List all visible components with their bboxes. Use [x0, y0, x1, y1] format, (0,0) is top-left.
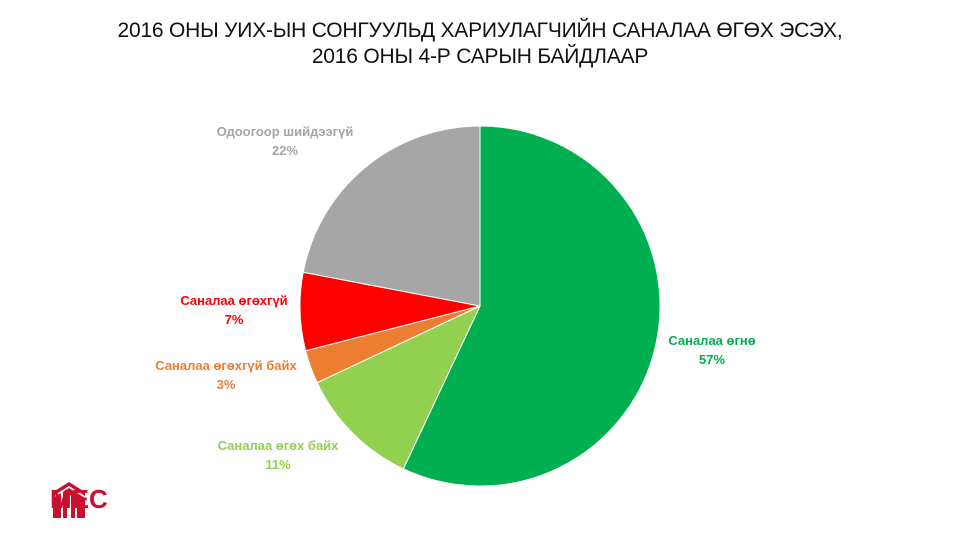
pie-slices — [299, 125, 661, 487]
mec-logo-icon — [53, 482, 85, 518]
pie-slice — [316, 304, 482, 470]
slice-value-label: 7% — [225, 312, 244, 327]
chart-title: 2016 ОНЫ УИХ-ЫН СОНГУУЛЬД ХАРИУЛАГЧИЙН С… — [0, 18, 960, 70]
pie-slice — [402, 125, 661, 487]
chart-title-line-1: 2016 ОНЫ УИХ-ЫН СОНГУУЛЬД ХАРИУЛАГЧИЙН С… — [117, 19, 843, 42]
slice-value-label: 11% — [265, 457, 291, 472]
slice-value-label: 3% — [217, 377, 236, 392]
pie-labels: Саналаа өгнө 57% Саналаа өгөх байх 11% Санал… — [155, 124, 755, 472]
slice-label: Саналаа өгөх байх — [218, 438, 340, 453]
slice-label: Саналаа өгнө — [668, 333, 755, 348]
slice-label: Одоогоор шийдээгүй — [217, 124, 354, 139]
slice-label: Саналаа өгөхгүй — [180, 293, 287, 308]
mec-logo-text: MEC — [50, 484, 108, 514]
pie-slice — [302, 125, 481, 307]
slice-label: Саналаа өгөхгүй байх — [155, 358, 297, 373]
chart-title-line-2: 2016 ОНЫ 4-Р САРЫН БАЙДЛААР — [311, 45, 649, 68]
slice-value-label: 22% — [272, 143, 298, 158]
slice-value-label: 57% — [699, 352, 725, 367]
